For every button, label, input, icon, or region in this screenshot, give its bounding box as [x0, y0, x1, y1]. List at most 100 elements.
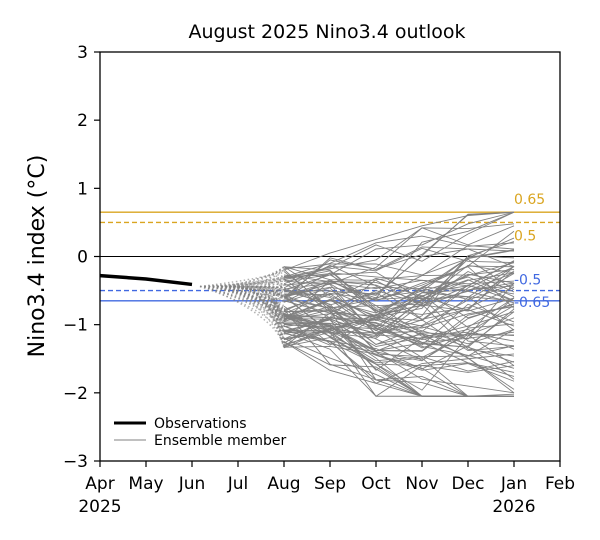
x-tick-label: Oct: [361, 474, 391, 494]
ensemble-member-line: [283, 293, 515, 350]
x-tick-year-label: 2025: [78, 497, 121, 517]
ensemble-member-line: [283, 293, 515, 328]
ensemble-member-line: [283, 225, 515, 279]
ensemble-leadin: [212, 285, 285, 295]
ensemble-member-line: [283, 270, 515, 307]
x-tick-label: Nov: [405, 474, 438, 494]
ensemble-member-line: [283, 287, 515, 348]
x-tick-label: Dec: [452, 474, 485, 494]
observations-line: [99, 273, 193, 287]
y-tick-label: −2: [63, 384, 88, 404]
ensemble-member-line: [283, 266, 515, 307]
x-tick-label: Aug: [267, 474, 300, 494]
x-tick-label: Jun: [178, 474, 206, 494]
ensemble-member-line: [283, 211, 515, 298]
ensemble-leadin: [229, 266, 285, 288]
y-tick-label: −1: [63, 316, 88, 336]
legend-observations-label: Observations: [154, 416, 247, 432]
ensemble-member-line: [283, 311, 515, 371]
x-tick-label: May: [128, 474, 163, 494]
ensemble-member-line: [283, 303, 515, 352]
ensemble-member-line: [283, 283, 515, 345]
y-tick-label: 3: [77, 43, 88, 63]
y-tick-label: 0: [77, 248, 88, 268]
ensemble-leadin: [208, 285, 285, 292]
ensemble-member-line: [283, 307, 515, 362]
ensemble-leadin: [255, 286, 285, 340]
ensemble-leadin: [238, 285, 285, 313]
ensemble-leadin: [272, 286, 285, 345]
ensemble-leadin: [246, 285, 285, 334]
ensemble-member-line: [283, 318, 515, 345]
reference-label-0: 0.65: [514, 192, 545, 208]
ensemble-member-line: [283, 271, 515, 300]
ensemble-member-line: [283, 297, 515, 318]
ensemble-member-line: [283, 237, 515, 296]
ensemble-member-line: [283, 211, 515, 300]
ensemble-leadin: [277, 285, 285, 303]
ensemble-member-line: [283, 266, 515, 346]
plot-area: [99, 211, 560, 397]
ensemble-leadin: [234, 277, 285, 288]
x-tick-year-label: 2026: [492, 497, 535, 517]
ensemble-leadin: [199, 280, 285, 288]
ensemble-member-line: [283, 290, 515, 347]
legend-ensemble-label: Ensemble member: [154, 433, 286, 449]
ensemble-leadin: [263, 286, 285, 315]
ensemble-leadin: [275, 286, 285, 332]
legend-box: [107, 408, 303, 456]
ensemble-member-line: [283, 265, 515, 334]
ensemble-leadin: [255, 285, 285, 290]
ensemble-leadin: [212, 277, 285, 288]
x-tick-label: Jan: [500, 474, 527, 494]
ensemble-leadin: [264, 285, 285, 298]
x-tick-label: Apr: [85, 474, 114, 494]
ensemble-leadin: [251, 285, 285, 299]
ensemble-leadin: [234, 285, 285, 291]
ensemble-member-line: [283, 278, 515, 394]
ensemble-leadin: [216, 285, 285, 325]
ensemble-member-line: [283, 313, 514, 358]
reference-line-labels: 0.65 0.5 -0.5 -0.65: [514, 192, 550, 311]
ensemble-member-line: [283, 330, 515, 384]
ensemble-leadin: [208, 285, 285, 319]
ensemble-member-line: [283, 318, 515, 361]
reference-label-4: -0.65: [514, 295, 550, 311]
ensemble-member-line: [283, 266, 515, 309]
ensemble-leadin: [221, 280, 285, 288]
ensemble-leadin: [268, 285, 285, 297]
ensemble-member-line: [283, 246, 515, 298]
ensemble-leadin: [238, 285, 285, 301]
y-tick-label: −3: [63, 452, 88, 472]
y-axis-label: Nino3.4 index (°C): [25, 155, 50, 358]
legend: Observations Ensemble member: [107, 408, 303, 456]
ensemble-leadin: [204, 285, 285, 334]
ensemble-leadin: [225, 285, 285, 293]
chart-title: August 2025 Nino3.4 outlook: [189, 21, 466, 43]
ensemble-leadin: [259, 285, 285, 320]
ensemble-member-line: [283, 211, 515, 299]
x-tick-label: Feb: [545, 474, 575, 494]
ensemble-leadin: [247, 270, 285, 288]
ensemble-member-line: [283, 211, 515, 279]
ensemble-leadin: [217, 285, 285, 297]
ensemble-leadin: [225, 285, 285, 335]
ensemble-leadin: [251, 285, 285, 342]
y-tick-label: 2: [77, 111, 88, 131]
ensemble-leadin: [268, 268, 285, 287]
y-tick-label: 1: [77, 179, 88, 199]
ensemble-member-line: [283, 346, 515, 372]
ensemble-member-line: [283, 211, 515, 271]
ensemble-member-line: [283, 285, 515, 317]
x-tick-label: Sep: [314, 474, 346, 494]
x-tick-label: Jul: [227, 474, 249, 494]
ensemble-leadin: [242, 266, 285, 288]
reference-label-3: -0.5: [514, 273, 541, 289]
ensemble-member-line: [283, 333, 514, 397]
ensemble-member-line: [283, 279, 515, 302]
ensemble-leadin: [199, 285, 285, 321]
ensemble-leadin: [268, 274, 285, 287]
ensemble-member-line: [283, 287, 515, 352]
